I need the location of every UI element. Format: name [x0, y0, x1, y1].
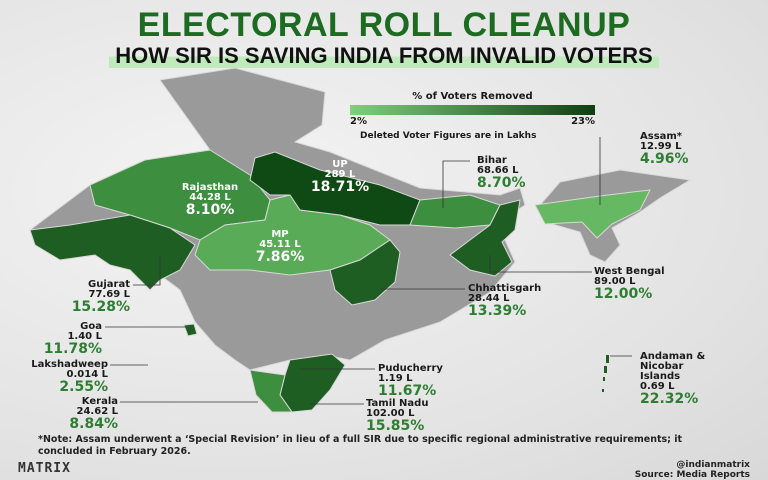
- label-andaman: Andaman & Nicobar Islands 0.69 L 22.32%: [640, 351, 720, 407]
- region-name: West Bengal: [594, 266, 665, 277]
- deleted-count: 289 L: [324, 169, 356, 180]
- legend-note: Deleted Voter Figures are in Lakhs: [360, 131, 537, 141]
- percent-removed: 12.00%: [594, 286, 653, 302]
- legend-title: % of Voters Removed: [412, 91, 533, 102]
- region-name: Gujarat: [88, 279, 130, 290]
- region-name: Puducherry: [378, 363, 443, 374]
- label-lakshadweep: Lakshadweep 0.014 L 2.55%: [10, 359, 108, 395]
- label-puducherry: Puducherry 1.19 L 11.67%: [378, 363, 443, 399]
- page-subtitle: HOW SIR IS SAVING INDIA FROM INVALID VOT…: [109, 43, 659, 68]
- deleted-count: 1.19 L: [378, 373, 413, 384]
- percent-removed: 8.10%: [185, 202, 235, 218]
- label-chhattisgarh: Chhattisgarh 28.44 L 13.39%: [468, 283, 542, 319]
- label-mp: MP 45.11 L 7.86%: [240, 229, 320, 265]
- deleted-count: 89.00 L: [594, 276, 636, 287]
- footnote: *Note: Assam underwent a ‘Special Revisi…: [38, 434, 683, 457]
- deleted-count: 0.69 L: [640, 381, 675, 392]
- percent-removed: 11.67%: [378, 383, 437, 399]
- region-name: Rajasthan: [181, 182, 239, 193]
- region-name: Assam*: [640, 131, 683, 142]
- brand-logo: MATRIX: [18, 461, 71, 476]
- label-bihar: Bihar 68.66 L 8.70%: [477, 155, 526, 191]
- region-goa: [183, 323, 198, 337]
- percent-removed: 2.55%: [59, 379, 108, 395]
- label-rajasthan: Rajasthan 44.28 L 8.10%: [160, 182, 260, 218]
- percent-removed: 4.96%: [640, 151, 689, 167]
- region-name: Andaman & Nicobar Islands: [640, 351, 706, 382]
- region-name: UP: [332, 159, 348, 170]
- deleted-count: 1.40 L: [67, 331, 102, 342]
- social-handle: @indianmatrix: [676, 460, 750, 470]
- region-name: Lakshadweep: [31, 359, 108, 370]
- label-goa: Goa 1.40 L 11.78%: [20, 321, 102, 357]
- page-title: ELECTORAL ROLL CLEANUP: [137, 6, 631, 44]
- legend-min: 2%: [350, 116, 367, 127]
- region-kerala: [249, 369, 293, 413]
- region-andaman: [602, 355, 609, 392]
- region-name: MP: [271, 229, 289, 240]
- label-gujarat: Gujarat 77.69 L 15.28%: [20, 279, 130, 315]
- deleted-count: 0.014 L: [66, 369, 108, 380]
- deleted-count: 45.11 L: [259, 239, 301, 250]
- leader-lines: [105, 137, 632, 405]
- region-name: Tamil Nadu: [366, 398, 429, 409]
- percent-removed: 13.39%: [468, 303, 527, 319]
- region-name: Chhattisgarh: [468, 283, 542, 294]
- region-mp: [194, 194, 391, 276]
- region-tamil-nadu: [279, 353, 346, 413]
- percent-removed: 8.70%: [477, 175, 526, 191]
- region-assam: [534, 189, 651, 239]
- region-name: Kerala: [81, 396, 118, 407]
- percent-removed: 18.71%: [310, 179, 370, 195]
- deleted-count: 68.66 L: [477, 165, 519, 176]
- label-up: UP 289 L 18.71%: [295, 159, 385, 195]
- deleted-count: 12.99 L: [640, 141, 682, 152]
- deleted-count: 102.00 L: [366, 408, 415, 419]
- source: Source: Media Reports: [634, 470, 750, 480]
- percent-removed: 11.78%: [43, 341, 102, 357]
- legend-color-scale: [350, 105, 595, 115]
- percent-removed: 7.86%: [255, 249, 305, 265]
- deleted-count: 24.62 L: [76, 406, 118, 417]
- deleted-count: 28.44 L: [468, 293, 510, 304]
- region-west-bengal: [449, 199, 521, 277]
- percent-removed: 22.32%: [640, 391, 699, 407]
- percent-removed: 8.84%: [69, 416, 118, 432]
- label-tamil-nadu: Tamil Nadu 102.00 L 15.85%: [366, 398, 429, 434]
- region-name: Bihar: [477, 155, 507, 166]
- percent-removed: 15.85%: [366, 418, 425, 434]
- deleted-count: 77.69 L: [88, 289, 130, 300]
- percent-removed: 15.28%: [71, 299, 130, 315]
- label-kerala: Kerala 24.62 L 8.84%: [40, 396, 118, 432]
- label-west-bengal: West Bengal 89.00 L 12.00%: [594, 266, 665, 302]
- deleted-count: 44.28 L: [189, 192, 231, 203]
- region-up: [249, 151, 421, 226]
- region-name: Goa: [80, 321, 102, 332]
- legend-max: 23%: [571, 116, 595, 127]
- credits: @indianmatrix Source: Media Reports: [635, 460, 750, 480]
- label-assam: Assam* 12.99 L 4.96%: [640, 131, 689, 167]
